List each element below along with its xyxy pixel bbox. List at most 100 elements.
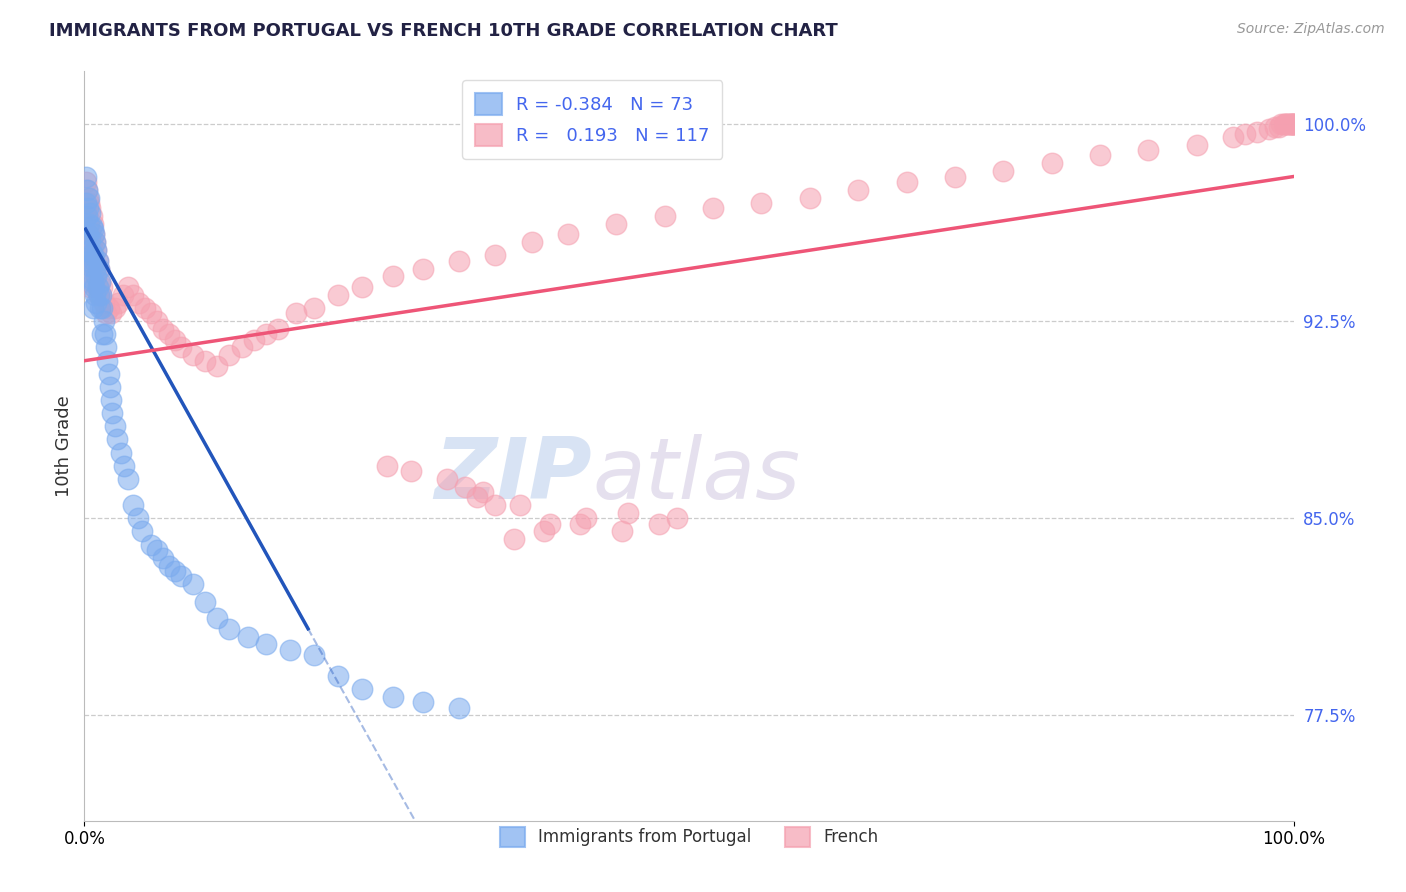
Point (79, 201, 101, 215)
Point (454, 480, 477, 494)
Point (617, 506, 640, 520)
Point (112, 288, 135, 302)
Point (509, 498, 531, 512)
Point (943, 169, 966, 184)
Point (654, 209, 676, 223)
Point (665, 511, 688, 525)
Point (112, 458, 135, 473)
Point (181, 577, 204, 591)
Point (117, 472, 139, 486)
Point (1258, 122, 1281, 136)
Point (436, 472, 458, 486)
Point (194, 595, 217, 609)
Point (89, 301, 111, 315)
Point (86, 243, 108, 257)
Point (1137, 143, 1160, 157)
Point (77, 217, 100, 231)
Point (98, 380, 121, 394)
Point (94, 340, 117, 354)
Point (1040, 156, 1063, 170)
Point (538, 516, 561, 531)
Point (284, 306, 308, 320)
Point (87, 288, 110, 302)
Point (77, 195, 100, 210)
Point (87, 261, 110, 276)
Point (117, 280, 139, 294)
Point (170, 569, 193, 583)
Point (86, 295, 108, 310)
Point (80, 235, 103, 250)
Point (80, 219, 103, 234)
Point (1282, 117, 1305, 131)
Point (79, 227, 101, 242)
Point (181, 348, 204, 362)
Point (131, 524, 153, 539)
Point (381, 269, 404, 284)
Point (467, 490, 489, 504)
Point (254, 638, 277, 652)
Point (612, 524, 634, 539)
Point (91, 280, 114, 294)
Point (94, 306, 117, 320)
Point (91, 327, 114, 342)
Point (80, 209, 103, 223)
Point (1282, 117, 1305, 131)
Point (82, 217, 104, 231)
Point (1272, 117, 1295, 131)
Point (1277, 117, 1299, 131)
Point (91, 301, 114, 315)
Point (1281, 117, 1303, 131)
Point (218, 622, 240, 636)
Point (207, 611, 229, 625)
Point (77, 243, 100, 257)
Point (79, 206, 101, 220)
Point (77, 201, 100, 215)
Point (134, 301, 156, 315)
Y-axis label: 10th Grade: 10th Grade (55, 395, 73, 497)
Point (278, 642, 301, 657)
Point (648, 516, 671, 531)
Point (165, 564, 187, 578)
Point (80, 245, 103, 260)
Point (84, 235, 107, 250)
Point (82, 301, 104, 315)
Point (79, 259, 101, 273)
Point (82, 275, 104, 289)
Point (207, 359, 229, 373)
Point (77, 217, 100, 231)
Point (83, 253, 105, 268)
Point (1185, 138, 1208, 153)
Point (104, 301, 127, 315)
Text: ZIP: ZIP (434, 434, 592, 517)
Point (77, 190, 100, 204)
Point (82, 243, 104, 257)
Point (86, 253, 108, 268)
Point (86, 269, 108, 284)
Point (302, 648, 325, 662)
Point (1279, 117, 1302, 131)
Point (121, 288, 143, 302)
Point (399, 464, 422, 478)
Point (165, 333, 187, 347)
Point (84, 235, 107, 250)
Point (412, 695, 434, 709)
Point (79, 233, 101, 247)
Point (1281, 117, 1303, 131)
Point (87, 288, 110, 302)
Text: atlas: atlas (592, 434, 800, 517)
Point (79, 253, 101, 268)
Point (84, 261, 107, 276)
Point (75, 169, 97, 184)
Point (86, 269, 108, 284)
Point (484, 498, 506, 512)
Point (993, 164, 1015, 178)
Point (82, 248, 104, 262)
Point (76, 209, 98, 223)
Point (1264, 120, 1286, 134)
Point (107, 295, 129, 310)
Point (77, 275, 100, 289)
Point (1222, 130, 1244, 145)
Point (569, 516, 592, 531)
Point (302, 301, 325, 315)
Point (381, 690, 404, 704)
